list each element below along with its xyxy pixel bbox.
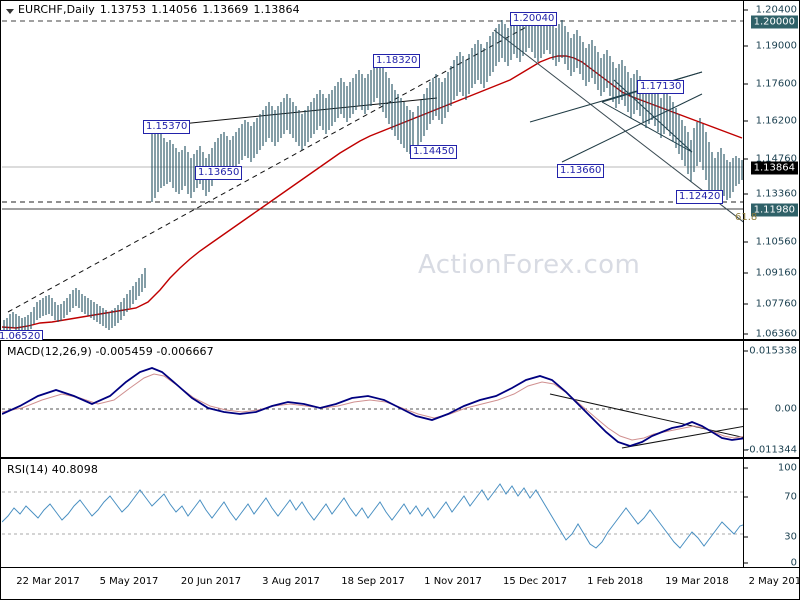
price-axis-highlight-badge: 1.11980 xyxy=(750,203,798,217)
macd-signal-line xyxy=(2,373,743,441)
price-chart-panel[interactable]: 1.20400 1.19000 1.17600 1.16200 1.14760 1.133… xyxy=(0,0,800,340)
reference-lines xyxy=(2,20,743,210)
price-axis-tick-label: 1.10560 xyxy=(755,236,797,248)
price-chart-header: EURCHF,Daily 1.13753 1.14056 1.13669 1.13864 xyxy=(18,3,305,16)
price-axis-tick-label: 1.06360 xyxy=(755,328,797,340)
price-axis[interactable]: 1.20400 1.19000 1.17600 1.16200 1.14760 1.133… xyxy=(743,1,799,340)
price-axis-highlight-badge: 1.13864 xyxy=(750,161,798,175)
price-axis-tick-label: 1.20400 xyxy=(755,4,797,16)
rsi-plot-area[interactable] xyxy=(2,460,743,566)
price-axis-tick-label: 1.13360 xyxy=(755,188,797,200)
price-level-label[interactable]: 1.14450 xyxy=(410,145,458,159)
price-axis-highlight-badge: 1.20000 xyxy=(750,15,798,29)
rsi-line xyxy=(2,483,743,549)
ohlc-low: 1.13669 xyxy=(202,3,249,16)
rsi-axis-tick-label: 70 xyxy=(784,491,797,503)
price-axis-tickmark xyxy=(744,45,748,47)
price-level-label[interactable]: 1.12420 xyxy=(676,190,724,204)
symbol-label: EURCHF,Daily xyxy=(18,3,95,16)
time-axis-label: 20 Jun 2017 xyxy=(180,576,242,587)
price-axis-tick-label: 1.07760 xyxy=(755,298,797,310)
price-axis-tickmark xyxy=(744,333,748,335)
price-axis-tick-label: 1.17600 xyxy=(755,78,797,90)
macd-axis-tick-label: 0.015338 xyxy=(749,345,797,357)
macd-axis-tickmark xyxy=(744,350,748,352)
macd-panel[interactable]: 0.015338 0.00 -0.011344 xyxy=(0,340,800,458)
ohlc-close: 1.13864 xyxy=(253,3,300,16)
price-level-label[interactable]: 1.17130 xyxy=(637,80,685,94)
time-axis-label: 5 May 2017 xyxy=(99,576,159,587)
price-axis-tickmark xyxy=(744,158,748,160)
price-axis-tickmark xyxy=(744,272,748,274)
time-axis-label: 2 May 2018 xyxy=(748,576,800,587)
price-axis-tick-label: 1.16200 xyxy=(755,115,797,127)
price-plot-svg xyxy=(2,12,743,334)
price-axis-tick-label: 1.09160 xyxy=(755,267,797,279)
rsi-axis-tickmark xyxy=(744,467,748,469)
rsi-axis-tick-label: 0 xyxy=(790,557,797,569)
price-axis-tick-label: 1.19000 xyxy=(755,40,797,52)
rsi-axis[interactable]: 100 70 30 0 xyxy=(743,459,799,569)
rsi-panel[interactable]: 100 70 30 0 xyxy=(0,458,800,569)
price-axis-tickmark xyxy=(744,83,748,85)
rsi-header: RSI(14) 40.8098 xyxy=(7,463,98,476)
rsi-axis-tickmark xyxy=(744,562,748,564)
macd-axis-tickmark xyxy=(744,408,748,410)
price-axis-tickmark xyxy=(744,241,748,243)
price-level-label[interactable]: 1.15370 xyxy=(143,120,191,134)
price-axis-tickmark xyxy=(744,9,748,11)
price-axis-tick-label: 1.14760 xyxy=(755,153,797,165)
price-plot-area[interactable] xyxy=(2,2,743,338)
price-axis-tickmark xyxy=(744,303,748,305)
time-axis-label: 18 Sep 2017 xyxy=(341,576,405,587)
macd-plot-svg xyxy=(2,367,743,449)
time-axis-label: 3 Aug 2017 xyxy=(262,576,320,587)
time-axis-label: 15 Dec 2017 xyxy=(503,576,567,587)
time-axis-label: 22 Mar 2017 xyxy=(16,576,80,587)
ohlc-open: 1.13753 xyxy=(99,3,147,16)
rsi-axis-tick-label: 30 xyxy=(784,531,797,543)
macd-axis-tick-label: -0.011344 xyxy=(745,444,797,456)
macd-axis-tickmark xyxy=(744,449,748,451)
time-axis[interactable]: 22 Mar 2017 5 May 2017 20 Jun 2017 3 Aug 20… xyxy=(0,568,800,600)
macd-line xyxy=(2,367,743,447)
ohlc-high: 1.14056 xyxy=(151,3,198,16)
watermark: ActionForex.com xyxy=(418,250,641,280)
time-axis-label: 1 Nov 2017 xyxy=(424,576,482,587)
rsi-axis-tick-label: 100 xyxy=(777,462,797,474)
rsi-plot-svg xyxy=(2,483,743,549)
macd-header: MACD(12,26,9) -0.005459 -0.006667 xyxy=(7,345,214,358)
candlestick-series xyxy=(3,12,743,334)
time-axis-label: 19 Mar 2018 xyxy=(665,576,729,587)
price-level-label[interactable]: 1.18320 xyxy=(373,54,421,68)
macd-axis-tick-label: 0.00 xyxy=(774,403,797,415)
macd-axis[interactable]: 0.015338 0.00 -0.011344 xyxy=(743,341,799,457)
rsi-axis-tickmark xyxy=(744,536,748,538)
collapse-triangle-icon[interactable] xyxy=(6,9,14,14)
rsi-axis-tickmark xyxy=(744,496,748,498)
price-axis-tickmark xyxy=(744,120,748,122)
fibonacci-level-label: 61.8 xyxy=(735,212,758,223)
price-level-label[interactable]: 1.20040 xyxy=(510,12,558,26)
price-axis-tickmark xyxy=(744,193,748,195)
price-level-label[interactable]: 1.13650 xyxy=(195,166,243,180)
price-level-label[interactable]: 1.13660 xyxy=(557,164,605,178)
macd-plot-area[interactable] xyxy=(2,342,743,456)
time-axis-label: 1 Feb 2018 xyxy=(587,576,643,587)
